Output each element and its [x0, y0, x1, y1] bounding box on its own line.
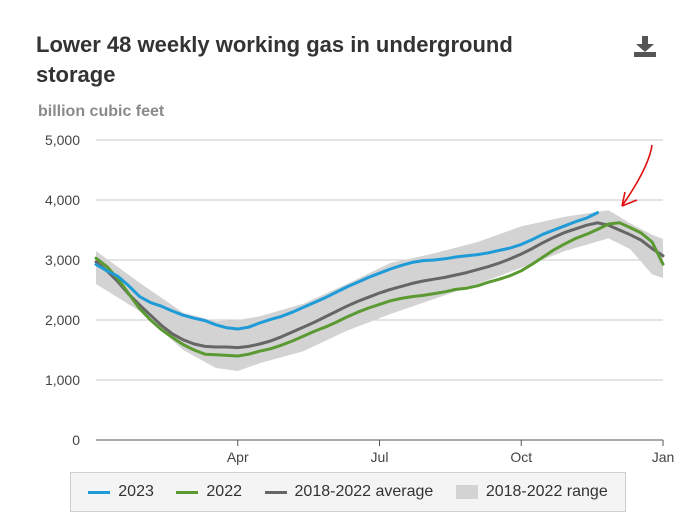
- annotation-arrow-head-2: [621, 191, 626, 207]
- download-icon[interactable]: [630, 32, 660, 62]
- legend-item-range[interactable]: 2018-2022 range: [455, 483, 608, 501]
- legend-item-2023[interactable]: 2023: [88, 483, 154, 501]
- legend-label-average: 2018-2022 average: [294, 483, 434, 500]
- x-tick-label: Oct: [510, 449, 532, 465]
- legend-swatch-average: [264, 490, 287, 494]
- annotation-arrow-shaft: [621, 144, 653, 207]
- legend-swatch-range: [455, 485, 478, 499]
- y-tick-label: 2,000: [45, 312, 80, 328]
- x-tick-label: Apr: [227, 449, 249, 465]
- axis-ticks: 0 1,000 2,000 3,000 4,000 5,000 Apr Jul Oct Jan: [45, 132, 674, 465]
- chart-canvas: 0 1,000 2,000 3,000 4,000 5,000 Apr Jul Oct Jan: [45, 132, 674, 465]
- legend-label-range: 2018-2022 range: [485, 483, 608, 500]
- y-tick-label: 4,000: [45, 192, 80, 208]
- series-2023-line[interactable]: [94, 211, 600, 331]
- legend-swatch-2022: [176, 490, 199, 494]
- chart-title: Lower 48 weekly working gas in undergrou…: [36, 32, 513, 87]
- y-tick-label: 1,000: [45, 372, 80, 388]
- y-axis-label: billion cubic feet: [38, 103, 165, 120]
- series-average-line[interactable]: [94, 221, 665, 350]
- y-tick-label: 3,000: [45, 252, 80, 268]
- series-lines: [94, 211, 665, 358]
- annotation-arrow-head: [621, 199, 638, 207]
- legend-item-2022[interactable]: 2022: [176, 483, 242, 501]
- series-2022-line[interactable]: [94, 221, 665, 358]
- legend-label-2023: 2023: [118, 483, 154, 500]
- range-band: [96, 210, 663, 371]
- download-button[interactable]: [630, 32, 660, 62]
- y-tick-label: 5,000: [45, 132, 80, 148]
- annotation-arrow: [621, 144, 653, 207]
- legend-item-average[interactable]: 2018-2022 average: [264, 483, 434, 501]
- legend-swatch-2023: [88, 490, 111, 494]
- y-tick-label: 0: [72, 432, 80, 448]
- legend: 2023 2022 2018-2022 average 2018-2022 ra…: [70, 472, 626, 512]
- range-area: [96, 210, 663, 371]
- legend-label-2022: 2022: [206, 483, 242, 500]
- x-tick-label: Jan: [652, 449, 675, 465]
- x-tick-label: Jul: [371, 449, 389, 465]
